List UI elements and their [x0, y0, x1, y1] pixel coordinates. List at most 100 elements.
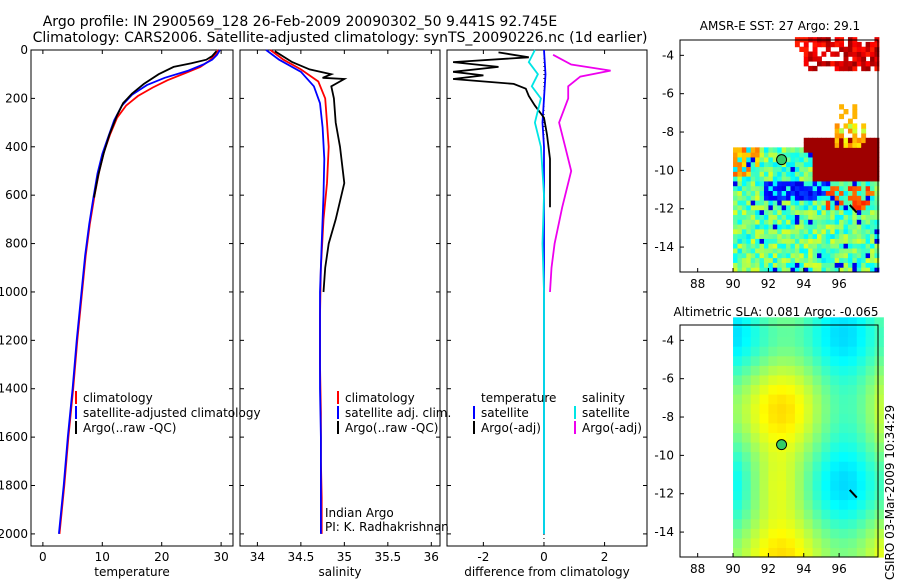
- y-tick-label: 1000: [0, 285, 28, 299]
- sla-map-title: Altimetric SLA: 0.081 Argo: -0.065: [673, 305, 878, 319]
- plot-frame: [30, 49, 234, 547]
- sst-cell: [750, 252, 756, 259]
- sst-cell: [852, 161, 858, 168]
- sst-cell: [870, 51, 875, 57]
- sst-cell: [852, 61, 858, 67]
- sst-cell: [763, 190, 769, 196]
- sst-cell: [733, 214, 738, 220]
- sst-cell: [839, 46, 845, 53]
- sst-cell: [786, 224, 791, 230]
- plot-frame: [446, 49, 648, 547]
- sst-cell: [763, 180, 769, 187]
- sst-cell: [812, 156, 818, 163]
- sst-cell: [830, 156, 836, 163]
- sla-cell: [741, 432, 752, 443]
- sst-cell: [834, 267, 840, 273]
- sst-cell: [817, 257, 822, 263]
- sst-cell: [847, 171, 853, 177]
- sst-cell: [839, 132, 845, 139]
- sst-cell: [737, 228, 743, 235]
- sst-cell: [737, 214, 743, 220]
- sst-cell: [790, 238, 796, 244]
- sla-cell: [865, 509, 876, 520]
- sst-cell: [777, 257, 783, 263]
- sst-cell: [861, 128, 867, 134]
- sst-cell: [768, 238, 774, 244]
- sla-cell: [733, 432, 743, 443]
- sst-cell: [865, 152, 871, 158]
- sst-cell: [763, 243, 769, 249]
- sla-cell: [794, 403, 805, 414]
- sst-cell: [856, 171, 862, 177]
- sla-cell: [847, 403, 858, 414]
- sla-cell: [759, 461, 769, 472]
- sla-cell: [741, 537, 752, 549]
- sla-cell: [759, 470, 769, 481]
- sla-cell: [812, 509, 823, 520]
- sst-cell: [825, 224, 831, 230]
- sst-cell: [834, 219, 840, 225]
- sst-cell: [856, 233, 862, 239]
- sla-cell: [786, 547, 796, 558]
- sst-cell: [759, 190, 765, 196]
- sla-cell: [830, 537, 840, 549]
- sst-cell: [759, 195, 765, 201]
- sla-cell: [874, 480, 884, 491]
- sst-cell: [865, 185, 871, 192]
- sst-cell: [834, 243, 840, 249]
- sst-cell: [847, 185, 853, 192]
- sst-cell: [746, 262, 752, 268]
- sst-cell: [786, 257, 791, 263]
- sst-cell: [843, 185, 849, 192]
- sst-cell: [861, 161, 867, 168]
- sst-cell: [759, 166, 765, 172]
- sst-cell: [812, 252, 818, 259]
- sst-cell: [768, 219, 774, 225]
- sst-cell: [781, 224, 787, 230]
- sla-cell: [768, 422, 778, 433]
- sst-cell: [781, 209, 787, 215]
- sst-cell: [821, 224, 827, 230]
- sla-cell: [839, 451, 849, 462]
- argo-position-marker: [776, 154, 788, 166]
- sla-cell: [839, 489, 849, 501]
- sla-cell: [821, 403, 831, 414]
- sst-cell: [870, 185, 875, 192]
- sla-cell: [794, 317, 805, 328]
- sla-cell: [768, 518, 778, 529]
- sst-cell: [799, 209, 805, 215]
- sla-cell: [794, 451, 805, 462]
- sst-cell: [808, 137, 814, 144]
- sla-cell: [865, 374, 876, 386]
- sst-cell: [799, 262, 805, 268]
- sla-cell: [768, 365, 778, 376]
- sla-cell: [839, 547, 849, 558]
- sst-cell: [750, 166, 756, 172]
- sla-cell: [856, 432, 867, 443]
- sst-cell: [817, 171, 822, 177]
- sst-cell: [852, 113, 858, 120]
- sst-cell: [750, 257, 756, 263]
- sst-cell: [856, 200, 862, 206]
- sla-cell: [741, 346, 752, 357]
- sst-cell: [852, 219, 858, 225]
- sst-cell: [843, 195, 849, 201]
- sst-cell: [847, 65, 853, 72]
- argo-position-marker: [776, 439, 788, 451]
- sla-cell: [847, 326, 858, 338]
- sst-cell: [830, 257, 836, 263]
- sla-cell: [847, 355, 858, 366]
- sst-cell: [750, 243, 756, 249]
- sst-cell: [733, 224, 738, 230]
- sst-cell: [777, 204, 783, 211]
- sla-cell: [865, 422, 876, 433]
- sla-cell: [759, 499, 769, 510]
- sst-cell: [834, 180, 840, 187]
- sla-cell: [865, 326, 876, 338]
- sst-cell: [825, 204, 831, 211]
- sla-cell: [865, 384, 876, 395]
- sst-cell: [772, 262, 778, 268]
- sst-cell: [852, 214, 858, 220]
- sst-cell: [772, 248, 778, 254]
- sst-cell: [812, 166, 818, 172]
